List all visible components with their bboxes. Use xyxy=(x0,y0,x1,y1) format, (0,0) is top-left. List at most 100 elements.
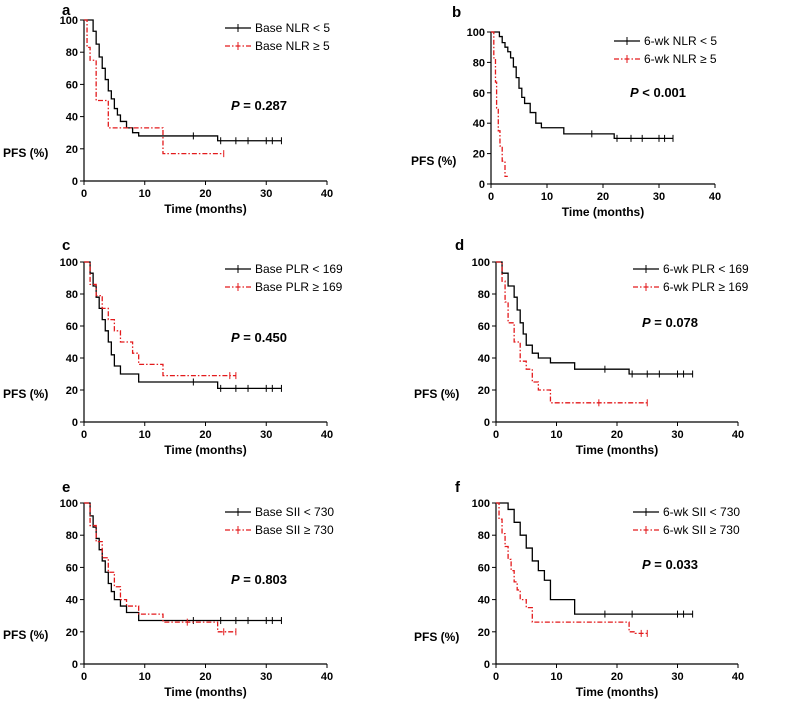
p-value: P = 0.287 xyxy=(231,98,287,113)
legend-label: Base PLR < 169 xyxy=(255,262,343,276)
p-value: P = 0.803 xyxy=(231,572,287,587)
panel-label: f xyxy=(455,479,461,496)
x-axis-title: Time (months) xyxy=(576,443,658,457)
y-axis-title: PFS (%) xyxy=(3,146,48,160)
x-axis-title: Time (months) xyxy=(562,205,644,219)
y-axis-title: PFS (%) xyxy=(3,628,48,642)
x-tick-label: 0 xyxy=(493,671,499,683)
legend-label: 6-wk SII ≥ 730 xyxy=(663,523,740,537)
x-tick-label: 0 xyxy=(493,429,499,441)
x-tick-label: 40 xyxy=(321,429,333,441)
y-tick-label: 60 xyxy=(473,88,485,100)
x-axis-title: Time (months) xyxy=(576,685,658,699)
y-tick-label: 20 xyxy=(66,385,78,397)
x-tick-label: 30 xyxy=(671,429,683,441)
km-curve-dashed xyxy=(84,502,236,633)
legend-label: Base NLR ≥ 5 xyxy=(255,39,330,53)
km-panel-d: d 0 20 40 60 80 100 0 10 20 30 40 Time (months) PFS (… xyxy=(414,237,749,457)
x-tick-label: 20 xyxy=(199,429,211,441)
y-tick-label: 60 xyxy=(66,79,78,91)
km-panel-a: a 0 20 40 60 80 100 0 10 20 30 40 Time (months) PFS (… xyxy=(3,2,333,216)
y-tick-label: 100 xyxy=(472,257,490,269)
y-tick-label: 20 xyxy=(66,627,78,639)
p-value: P = 0.450 xyxy=(231,330,287,345)
x-tick-label: 40 xyxy=(709,191,721,203)
y-axis-title: PFS (%) xyxy=(3,387,48,401)
legend-label: 6-wk PLR ≥ 169 xyxy=(663,280,749,294)
x-tick-label: 20 xyxy=(199,188,211,200)
km-curve-solid xyxy=(84,502,282,622)
x-tick-label: 30 xyxy=(260,429,272,441)
x-tick-label: 10 xyxy=(550,429,562,441)
y-tick-label: 100 xyxy=(60,498,78,510)
y-tick-label: 40 xyxy=(473,118,485,130)
y-tick-label: 80 xyxy=(66,289,78,301)
x-tick-label: 20 xyxy=(597,191,609,203)
y-tick-label: 60 xyxy=(66,562,78,574)
y-tick-label: 100 xyxy=(60,257,78,269)
y-tick-label: 40 xyxy=(478,353,490,365)
x-axis-title: Time (months) xyxy=(164,685,246,699)
km-curve-dashed xyxy=(496,502,648,635)
legend-label: Base SII ≥ 730 xyxy=(255,523,334,537)
km-curve-solid xyxy=(491,31,673,140)
y-tick-label: 40 xyxy=(66,112,78,124)
km-curve-solid xyxy=(496,261,693,375)
x-tick-label: 30 xyxy=(260,188,272,200)
x-tick-label: 20 xyxy=(199,671,211,683)
x-axis-title: Time (months) xyxy=(164,443,246,457)
p-value: P < 0.001 xyxy=(630,85,686,100)
x-tick-label: 40 xyxy=(321,188,333,200)
y-tick-label: 0 xyxy=(72,417,78,429)
legend-label: 6-wk SII < 730 xyxy=(663,505,740,519)
x-tick-label: 0 xyxy=(488,191,494,203)
km-curve-solid xyxy=(496,502,693,615)
y-tick-label: 60 xyxy=(478,321,490,333)
legend-label: Base SII < 730 xyxy=(255,505,334,519)
y-tick-label: 0 xyxy=(72,176,78,188)
x-tick-label: 20 xyxy=(611,671,623,683)
km-curve-dashed xyxy=(491,31,508,178)
x-tick-label: 0 xyxy=(81,429,87,441)
y-tick-label: 40 xyxy=(66,353,78,365)
y-axis-title: PFS (%) xyxy=(414,387,459,401)
km-curve-solid xyxy=(84,261,282,390)
y-tick-label: 60 xyxy=(478,562,490,574)
y-tick-label: 80 xyxy=(478,289,490,301)
x-tick-label: 20 xyxy=(611,429,623,441)
km-panel-e: e 0 20 40 60 80 100 0 10 20 30 40 Time (months) PFS (… xyxy=(3,479,334,699)
x-tick-label: 10 xyxy=(139,671,151,683)
km-panel-f: f 0 20 40 60 80 100 0 10 20 30 40 Time (months) PFS (… xyxy=(414,479,744,699)
p-value: P = 0.078 xyxy=(642,315,698,330)
x-tick-label: 10 xyxy=(139,429,151,441)
km-panel-c: c 0 20 40 60 80 100 0 10 20 30 40 Time (months) PFS (… xyxy=(3,237,343,457)
x-tick-label: 40 xyxy=(732,429,744,441)
y-tick-label: 100 xyxy=(467,27,485,39)
x-tick-label: 10 xyxy=(139,188,151,200)
y-tick-label: 40 xyxy=(66,595,78,607)
legend-label: Base PLR ≥ 169 xyxy=(255,280,343,294)
y-tick-label: 60 xyxy=(66,321,78,333)
km-curve-dashed xyxy=(84,19,224,155)
x-tick-label: 30 xyxy=(653,191,665,203)
legend-label: 6-wk NLR < 5 xyxy=(644,34,717,48)
y-tick-label: 20 xyxy=(473,149,485,161)
panel-label: c xyxy=(62,237,70,254)
x-tick-label: 10 xyxy=(550,671,562,683)
y-tick-label: 80 xyxy=(66,530,78,542)
x-axis-title: Time (months) xyxy=(164,202,246,216)
panel-label: a xyxy=(62,2,71,19)
x-tick-label: 0 xyxy=(81,188,87,200)
legend-label: 6-wk PLR < 169 xyxy=(663,262,749,276)
y-tick-label: 20 xyxy=(478,385,490,397)
x-tick-label: 40 xyxy=(732,671,744,683)
y-tick-label: 100 xyxy=(60,15,78,27)
km-curve-dashed xyxy=(496,261,648,404)
x-tick-label: 0 xyxy=(81,671,87,683)
y-tick-label: 80 xyxy=(66,47,78,59)
y-tick-label: 0 xyxy=(72,659,78,671)
x-tick-label: 30 xyxy=(671,671,683,683)
y-tick-label: 20 xyxy=(478,627,490,639)
x-tick-label: 40 xyxy=(321,671,333,683)
